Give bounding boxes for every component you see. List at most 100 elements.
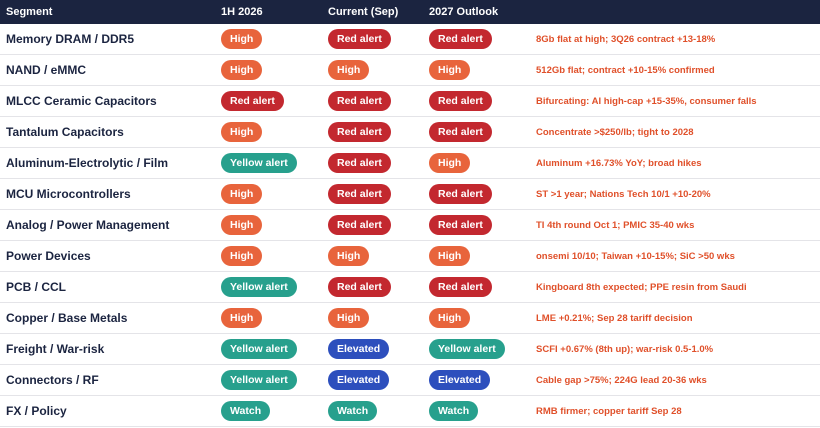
status-pill: Elevated	[429, 370, 491, 390]
table-row: NAND / eMMC High High High 512Gb flat; contr…	[0, 55, 820, 86]
note-cell: SCFI +0.67% (8th up); war-risk 0.5-1.0%	[536, 343, 714, 355]
table-row: Connectors / RF Yellow alert Elevated Eleva…	[0, 365, 820, 396]
status-pill: Red alert	[221, 91, 284, 111]
status-cell: High	[429, 303, 471, 333]
status-pill: Yellow alert	[221, 153, 297, 173]
segment-cell: Copper / Base Metals	[6, 311, 128, 325]
segment-cell: Aluminum-Electrolytic / Film	[6, 156, 169, 170]
note-cell: LME +0.21%; Sep 28 tariff decision	[536, 312, 693, 324]
status-cell: Red alert	[328, 210, 391, 240]
note-cell: Aluminum +16.73% YoY; broad hikes	[536, 157, 702, 169]
header-cell: Current (Sep)	[328, 6, 399, 18]
segment-cell: MLCC Ceramic Capacitors	[6, 94, 157, 108]
status-cell: High	[429, 148, 471, 178]
status-cell: High	[221, 117, 263, 147]
status-cell: Red alert	[328, 24, 391, 54]
status-cell: Yellow alert	[221, 272, 297, 302]
status-pill: Red alert	[328, 153, 391, 173]
status-pill: Red alert	[328, 184, 391, 204]
note-cell: onsemi 10/10; Taiwan +10-15%; SiC >50 wk…	[536, 250, 735, 262]
status-pill: High	[429, 308, 471, 328]
table-row: Power Devices High High High onsemi 10/10; T…	[0, 241, 820, 272]
table-row: Tantalum Capacitors High Red alert Red aler…	[0, 117, 820, 148]
table-row: Analog / Power Management High Red alert Re…	[0, 210, 820, 241]
table-row: MCU Microcontrollers High Red alert Red ale…	[0, 179, 820, 210]
status-cell: Red alert	[429, 117, 492, 147]
status-cell: Elevated	[429, 365, 491, 395]
note-cell: Concentrate >$250/lb; tight to 2028	[536, 126, 694, 138]
header-cell: 1H 2026	[221, 6, 263, 18]
segment-cell: FX / Policy	[6, 404, 67, 418]
table-row: Freight / War-risk Yellow alert Elevated Ye…	[0, 334, 820, 365]
status-pill: High	[221, 184, 263, 204]
status-cell: High	[221, 179, 263, 209]
status-pill: Red alert	[429, 91, 492, 111]
note-cell: TI 4th round Oct 1; PMIC 35-40 wks	[536, 219, 695, 231]
status-cell: High	[221, 55, 263, 85]
table-row: FX / Policy Watch Watch Watch RMB firmer; co…	[0, 396, 820, 427]
status-cell: High	[221, 24, 263, 54]
segment-cell: Tantalum Capacitors	[6, 125, 124, 139]
status-pill: High	[328, 308, 370, 328]
status-pill: Yellow alert	[221, 339, 297, 359]
note-cell: Cable gap >75%; 224G lead 20-36 wks	[536, 374, 707, 386]
table-row: Memory DRAM / DDR5 High Red alert Red alert…	[0, 24, 820, 55]
segment-cell: PCB / CCL	[6, 280, 66, 294]
header-cell: Segment	[6, 6, 53, 18]
note-cell: Kingboard 8th expected; PPE resin from S…	[536, 281, 747, 293]
status-cell: Watch	[221, 396, 271, 426]
status-pill: Red alert	[429, 29, 492, 49]
status-cell: Red alert	[221, 86, 284, 116]
status-cell: High	[221, 210, 263, 240]
status-cell: Yellow alert	[221, 365, 297, 395]
table-row: PCB / CCL Yellow alert Red alert Red alert K…	[0, 272, 820, 303]
header-row: Segment 1H 2026 Current (Sep) 2027 Outlook	[0, 0, 820, 24]
status-pill: Red alert	[328, 277, 391, 297]
status-cell: Red alert	[328, 148, 391, 178]
note-cell: RMB firmer; copper tariff Sep 28	[536, 405, 682, 417]
segment-cell: NAND / eMMC	[6, 63, 86, 77]
status-cell: High	[328, 303, 370, 333]
status-cell: Elevated	[328, 334, 390, 364]
table-row: MLCC Ceramic Capacitors Red alert Red aler…	[0, 86, 820, 117]
status-cell: Red alert	[328, 86, 391, 116]
segment-cell: Power Devices	[6, 249, 91, 263]
status-pill: Red alert	[328, 215, 391, 235]
table-row: Copper / Base Metals High High High LME +0.2…	[0, 303, 820, 334]
status-pill: Yellow alert	[429, 339, 505, 359]
status-cell: High	[221, 241, 263, 271]
segment-cell: Analog / Power Management	[6, 218, 170, 232]
status-cell: Elevated	[328, 365, 390, 395]
status-pill: High	[328, 60, 370, 80]
status-pill: Red alert	[429, 184, 492, 204]
status-pill: High	[429, 246, 471, 266]
status-pill: High	[221, 60, 263, 80]
status-cell: Red alert	[429, 86, 492, 116]
status-pill: Red alert	[429, 277, 492, 297]
status-cell: Yellow alert	[221, 334, 297, 364]
status-cell: Red alert	[328, 117, 391, 147]
segment-cell: MCU Microcontrollers	[6, 187, 131, 201]
header-cell: 2027 Outlook	[429, 6, 499, 18]
segment-cell: Connectors / RF	[6, 373, 99, 387]
status-cell: Red alert	[429, 272, 492, 302]
note-cell: Bifurcating: AI high-cap +15-35%, consum…	[536, 95, 757, 107]
status-pill: Watch	[221, 401, 271, 421]
note-cell: ST >1 year; Nations Tech 10/1 +10-20%	[536, 188, 711, 200]
status-cell: High	[429, 241, 471, 271]
status-cell: High	[221, 303, 263, 333]
status-cell: Red alert	[328, 272, 391, 302]
status-pill: Red alert	[429, 215, 492, 235]
status-pill: High	[221, 29, 263, 49]
status-pill: Watch	[328, 401, 378, 421]
status-cell: Red alert	[429, 210, 492, 240]
status-cell: High	[328, 241, 370, 271]
status-cell: Watch	[328, 396, 378, 426]
status-cell: High	[328, 55, 370, 85]
status-pill: Red alert	[328, 29, 391, 49]
status-cell: Red alert	[429, 179, 492, 209]
status-pill: Elevated	[328, 370, 390, 390]
segment-cell: Freight / War-risk	[6, 342, 105, 356]
